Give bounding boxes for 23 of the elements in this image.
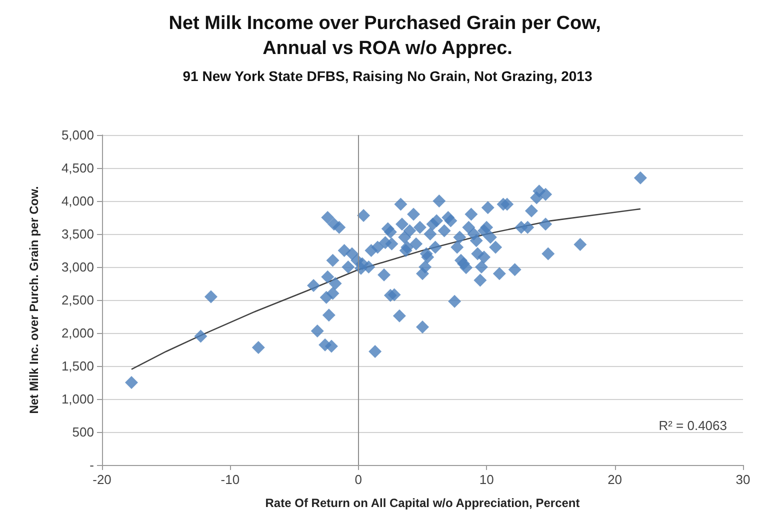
y-axis-title: Net Milk Inc. over Purch. Grain per Cow.	[27, 186, 41, 414]
y-tick-label: 1,500	[61, 358, 94, 374]
x-tick-label: 30	[736, 472, 750, 487]
y-tick-label: 4,000	[61, 194, 94, 208]
x-tick-label: -20	[92, 472, 112, 487]
x-axis-title: Rate Of Return on All Capital w/o Appreciation, Percent	[265, 496, 580, 510]
x-tick-label: 10	[479, 472, 494, 487]
chart-title: Net Milk Income over Purchased Grain per Cow, Annual vs ROA w/o Apprec.	[168, 13, 606, 59]
line-series	[130, 208, 642, 370]
y-tick-label: -	[90, 458, 94, 472]
y-tick-label: 1,000	[61, 392, 94, 406]
y-tick-label: 500	[72, 424, 94, 440]
x-tick-label: 0	[354, 472, 362, 487]
annotation: R² = 0.4063	[658, 418, 728, 433]
y-tick-label: 5,000	[61, 128, 94, 142]
y-tick-label: 3,500	[61, 226, 94, 242]
chart-subtitle: 91 New York State DFBS, Raising No Grain, Not Grazing, 2013	[182, 68, 592, 84]
y-tick-label: 3,000	[61, 260, 94, 274]
x-tick-label: -10	[220, 472, 240, 487]
y-tick-label: 2,000	[61, 326, 94, 340]
y-tick-label: 2,500	[61, 292, 94, 308]
x-tick-label: 20	[608, 472, 622, 487]
y-tick-label: 4,500	[61, 160, 94, 176]
